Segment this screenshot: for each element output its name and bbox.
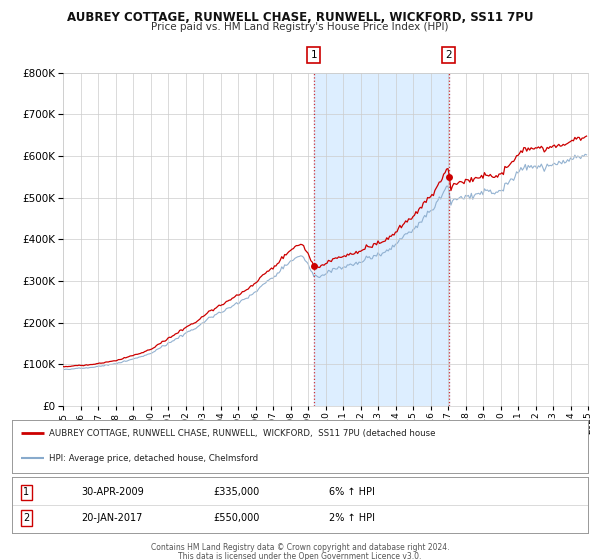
Text: AUBREY COTTAGE, RUNWELL CHASE, RUNWELL, WICKFORD, SS11 7PU: AUBREY COTTAGE, RUNWELL CHASE, RUNWELL, … [67, 11, 533, 24]
Text: 1: 1 [23, 487, 29, 497]
Text: £335,000: £335,000 [214, 487, 260, 497]
Text: Contains HM Land Registry data © Crown copyright and database right 2024.: Contains HM Land Registry data © Crown c… [151, 543, 449, 552]
Text: 1: 1 [310, 50, 317, 60]
Text: This data is licensed under the Open Government Licence v3.0.: This data is licensed under the Open Gov… [178, 552, 422, 560]
Text: 30-APR-2009: 30-APR-2009 [81, 487, 144, 497]
Text: Price paid vs. HM Land Registry's House Price Index (HPI): Price paid vs. HM Land Registry's House … [151, 22, 449, 32]
Text: 2: 2 [446, 50, 452, 60]
Text: 6% ↑ HPI: 6% ↑ HPI [329, 487, 374, 497]
Text: £550,000: £550,000 [214, 513, 260, 523]
Text: AUBREY COTTAGE, RUNWELL CHASE, RUNWELL,  WICKFORD,  SS11 7PU (detached house: AUBREY COTTAGE, RUNWELL CHASE, RUNWELL, … [49, 429, 436, 438]
Text: 20-JAN-2017: 20-JAN-2017 [81, 513, 142, 523]
Text: HPI: Average price, detached house, Chelmsford: HPI: Average price, detached house, Chel… [49, 454, 259, 463]
Bar [314, 73, 449, 406]
Text: 2: 2 [23, 513, 29, 523]
Text: 2% ↑ HPI: 2% ↑ HPI [329, 513, 375, 523]
